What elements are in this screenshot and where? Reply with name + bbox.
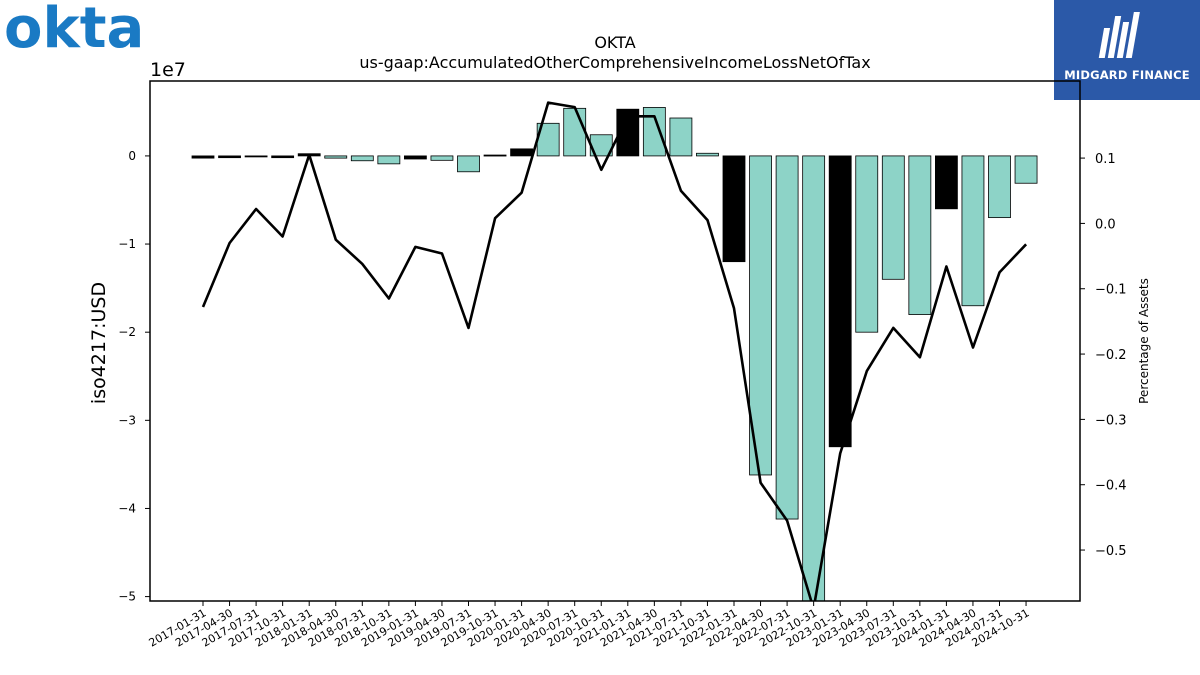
bar xyxy=(881,155,905,280)
y2-tick-label: −0.4 xyxy=(1095,479,1127,494)
y2-tick-label: −0.1 xyxy=(1095,283,1127,298)
bar xyxy=(457,155,480,173)
bar xyxy=(935,155,958,210)
y-tick-label: −2 xyxy=(118,325,136,339)
bar xyxy=(988,155,1011,219)
bar xyxy=(218,155,241,159)
midgard-emblem-icon xyxy=(1098,12,1140,58)
bar xyxy=(961,155,985,307)
bar xyxy=(510,148,534,157)
bar xyxy=(324,155,348,159)
y2-axis-label: Percentage of Assets xyxy=(1137,278,1151,404)
y-tick-label: 0 xyxy=(128,149,136,163)
bar xyxy=(696,152,719,157)
y-tick-label: −1 xyxy=(118,237,136,251)
y-tick-label: −4 xyxy=(118,501,136,515)
bar xyxy=(1014,155,1038,184)
y-tick-label: −5 xyxy=(118,590,136,604)
bar xyxy=(563,107,587,157)
y2-tick-label: 0.1 xyxy=(1095,152,1116,167)
bar xyxy=(430,155,454,161)
bar xyxy=(775,155,799,520)
bar xyxy=(616,108,640,157)
plot-frame xyxy=(149,80,1081,602)
bar xyxy=(244,155,268,158)
chart-subtitle: us-gaap:AccumulatedOtherComprehensiveInc… xyxy=(359,53,870,72)
okta-logo: okta xyxy=(4,0,149,62)
bar xyxy=(377,155,401,165)
bar xyxy=(722,155,746,263)
bar xyxy=(828,155,852,448)
y-tick-label: −3 xyxy=(118,413,136,427)
bar xyxy=(855,155,879,333)
bar xyxy=(403,155,427,160)
bar xyxy=(802,155,826,601)
y-axis-label: iso4217:USD xyxy=(88,282,110,404)
y2-tick-label: −0.3 xyxy=(1095,413,1127,428)
bar xyxy=(271,155,295,159)
line-series xyxy=(201,101,1028,601)
y2-tick-label: −0.2 xyxy=(1095,348,1127,363)
bar xyxy=(483,154,507,157)
bar xyxy=(350,155,374,162)
bar xyxy=(191,155,215,159)
bar xyxy=(669,117,693,157)
publisher-name: MIDGARD FINANCE xyxy=(1064,68,1190,82)
chart-title: OKTA xyxy=(594,33,635,52)
y-offset-label: 1e7 xyxy=(150,59,186,81)
y2-tick-label: −0.5 xyxy=(1095,544,1127,559)
bar xyxy=(642,107,666,157)
bar xyxy=(908,155,932,315)
y2-tick-label: 0.0 xyxy=(1095,217,1116,232)
okta-logo-text: okta xyxy=(4,2,144,58)
bar-series xyxy=(191,107,1038,601)
midgard-finance-logo: MIDGARD FINANCE xyxy=(1054,0,1200,100)
percentage-line xyxy=(201,101,1028,601)
